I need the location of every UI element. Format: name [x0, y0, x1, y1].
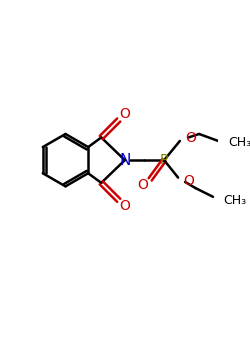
Text: N: N — [119, 153, 130, 168]
Text: O: O — [185, 131, 196, 145]
Text: O: O — [138, 177, 148, 191]
Text: CH₃: CH₃ — [229, 136, 250, 149]
Text: O: O — [120, 199, 130, 213]
Text: O: O — [183, 174, 194, 188]
Text: O: O — [120, 107, 130, 121]
Text: CH₃: CH₃ — [224, 194, 246, 207]
Text: P: P — [160, 153, 168, 167]
